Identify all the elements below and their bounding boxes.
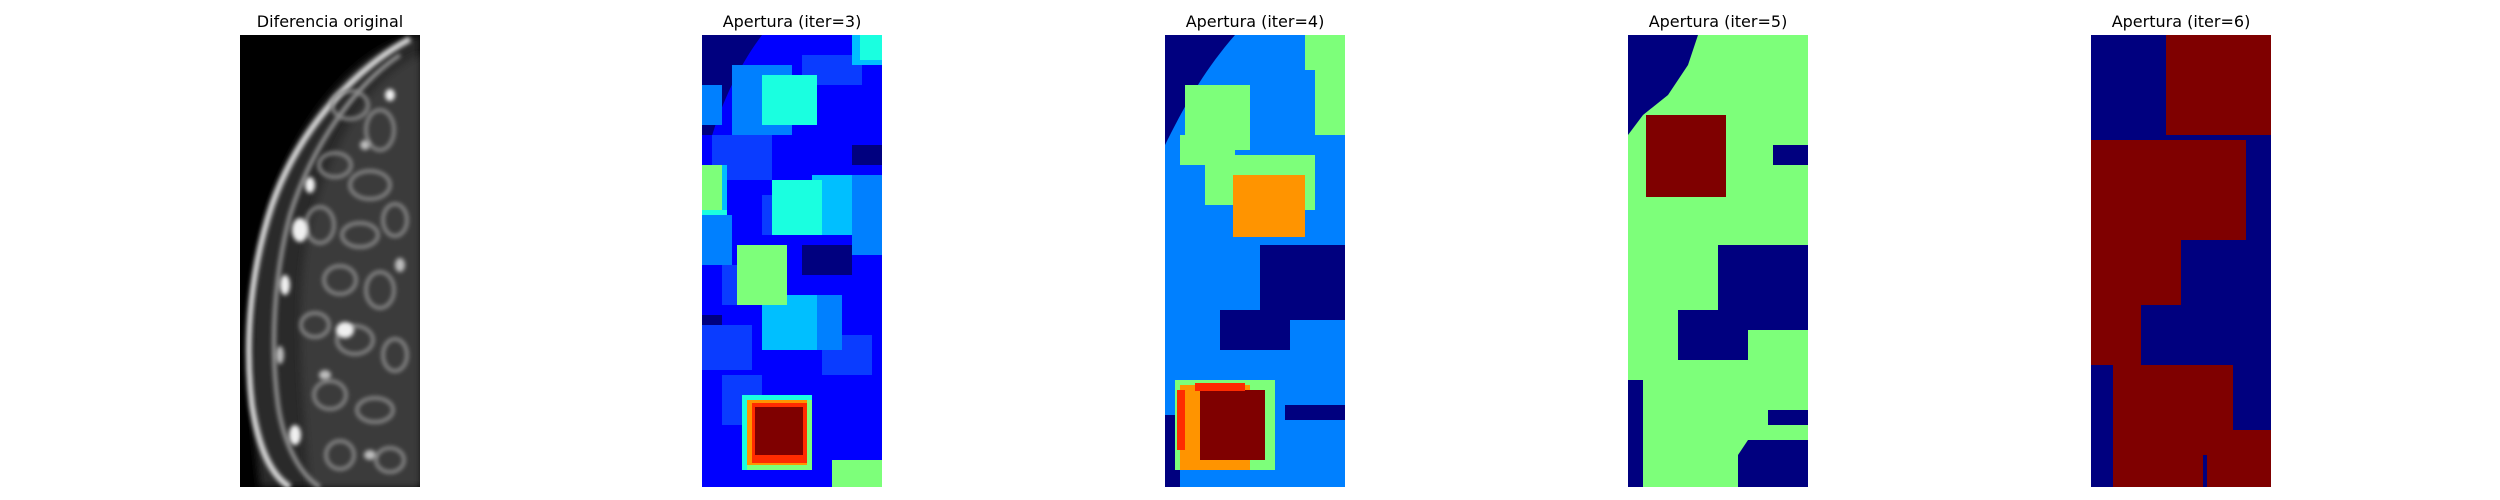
panel-title: Apertura (iter=6) — [2111, 12, 2251, 31]
panel-opening-iter-6: Apertura (iter=6) — [2091, 0, 2271, 500]
panel-title: Apertura (iter=5) — [1648, 12, 1788, 31]
panel-title: Apertura (iter=4) — [1185, 12, 1325, 31]
panel-original-difference: Diferencia original — [240, 0, 420, 500]
panel-opening-iter-4: Apertura (iter=4) — [1165, 0, 1345, 500]
panel-title: Apertura (iter=3) — [722, 12, 862, 31]
opening-iter-6-image — [2091, 35, 2271, 487]
opening-iter-3-image — [702, 35, 882, 487]
opening-iter-5-image — [1628, 35, 1808, 487]
grayscale-difference-image — [240, 35, 420, 487]
panel-opening-iter-3: Apertura (iter=3) — [702, 0, 882, 500]
panel-title: Diferencia original — [256, 12, 404, 31]
opening-iter-4-image — [1165, 35, 1345, 487]
panel-opening-iter-5: Apertura (iter=5) — [1628, 0, 1808, 500]
